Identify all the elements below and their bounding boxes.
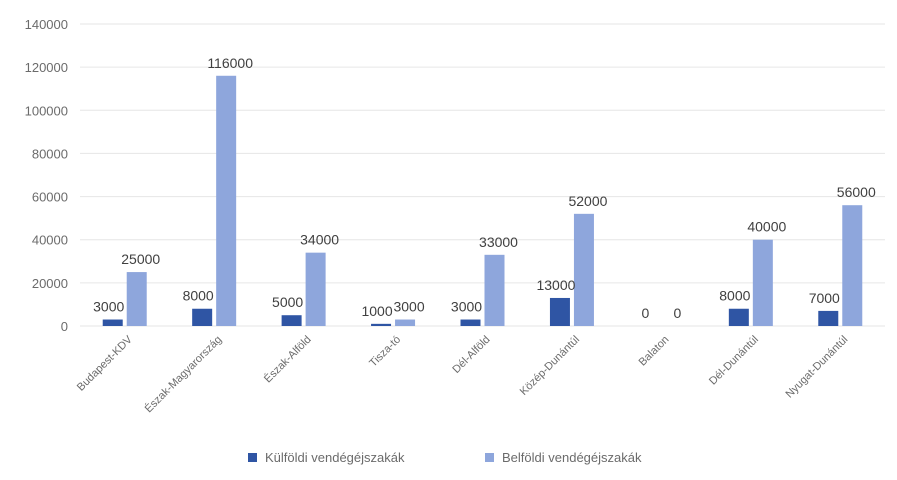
bar	[395, 319, 416, 326]
bar	[305, 252, 326, 326]
data-label: 3000	[393, 299, 424, 315]
data-label: 116000	[207, 55, 253, 71]
data-label: 3000	[93, 299, 124, 315]
y-tick-label: 120000	[25, 60, 68, 75]
data-label: 8000	[183, 288, 214, 304]
data-label: 0	[673, 305, 681, 321]
bar	[752, 239, 773, 326]
data-label: 25000	[121, 251, 160, 267]
data-label: 52000	[568, 193, 607, 209]
data-label: 33000	[479, 234, 518, 250]
bar	[818, 310, 839, 326]
bar	[126, 272, 147, 326]
legend-entry: Belföldi vendégéjszakák	[502, 450, 642, 465]
category-label: Balaton	[637, 334, 672, 369]
gridlines	[80, 23, 885, 327]
data-label: 13000	[536, 277, 575, 293]
category-label: Észak-Alföld	[261, 333, 313, 385]
data-label: 56000	[837, 184, 876, 200]
data-label: 5000	[272, 294, 303, 310]
category-label: Budapest-KDV	[75, 333, 135, 393]
bar	[102, 319, 123, 326]
y-tick-label: 40000	[32, 233, 68, 248]
data-label: 40000	[747, 219, 786, 235]
data-label: 34000	[300, 232, 339, 248]
bar	[484, 254, 505, 326]
category-label: Dél-Alföld	[450, 334, 492, 376]
bar	[281, 315, 302, 326]
bar	[728, 308, 749, 326]
legend-swatch	[248, 453, 257, 462]
y-tick-label: 0	[61, 319, 68, 334]
data-label: 0	[641, 305, 649, 321]
y-tick-label: 20000	[32, 276, 68, 291]
legend-swatch	[485, 453, 494, 462]
category-label: Tisza-tó	[367, 334, 403, 370]
bar	[460, 319, 481, 326]
y-axis-ticks: 0 20000 40000 60000 80000 100000 120000 140000	[25, 17, 68, 334]
y-tick-label: 140000	[25, 17, 68, 32]
bar	[573, 213, 594, 326]
y-tick-label: 100000	[25, 103, 68, 118]
bar	[192, 308, 213, 326]
category-label: Észak-Magyarország	[142, 333, 224, 415]
category-label: Nyugat-Dunántúl	[784, 334, 851, 401]
bar	[216, 75, 237, 327]
bar	[842, 205, 863, 326]
legend: Külföldi vendégéjszakák Belföldi vendégéj…	[248, 450, 642, 465]
data-label: 8000	[719, 288, 750, 304]
bars	[102, 75, 863, 327]
bar	[549, 297, 570, 326]
category-label: Dél-Dunántúl	[707, 334, 761, 388]
y-tick-label: 60000	[32, 190, 68, 205]
data-label: 3000	[451, 299, 482, 315]
data-label: 1000	[361, 303, 392, 319]
legend-entry: Külföldi vendégéjszakák	[265, 450, 405, 465]
data-label: 7000	[809, 290, 840, 306]
bar	[371, 323, 392, 326]
x-axis-categories: Budapest-KDV Észak-Magyarország Észak-Alfö…	[75, 333, 850, 415]
category-label: Közép-Dunántúl	[518, 334, 582, 398]
y-tick-label: 80000	[32, 146, 68, 161]
